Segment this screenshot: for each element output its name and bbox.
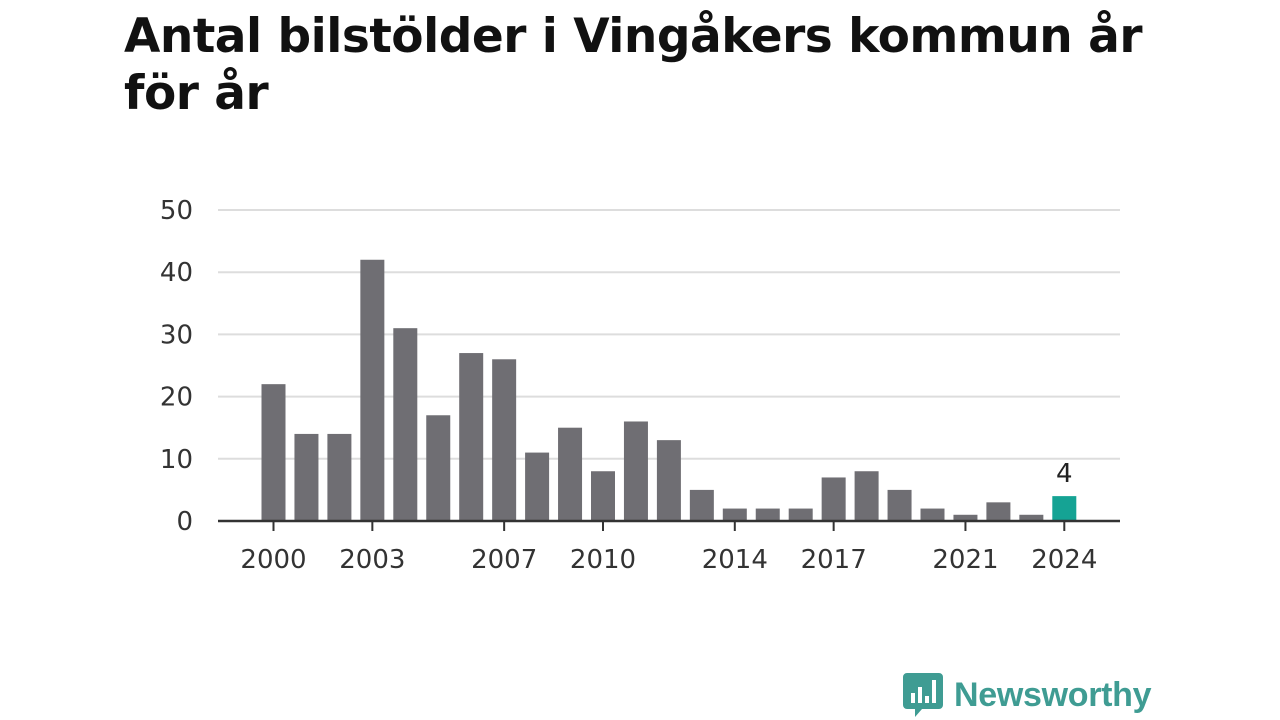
bar-2005 xyxy=(426,415,451,521)
data-labels: 4 xyxy=(1056,459,1073,489)
x-tick-label-2021: 2021 xyxy=(932,545,998,575)
y-tick-label-10: 10 xyxy=(160,445,193,475)
bar-2004 xyxy=(393,328,418,521)
x-tick-label-2017: 2017 xyxy=(801,545,867,575)
bar-2015 xyxy=(755,508,780,521)
x-tick-label-2000: 2000 xyxy=(240,545,306,575)
bar-2001 xyxy=(294,433,319,521)
bar-2013 xyxy=(689,489,714,521)
bar-2023 xyxy=(1019,514,1044,521)
bar-2019 xyxy=(887,489,912,521)
bar-2014 xyxy=(722,508,747,521)
bar-2017 xyxy=(821,477,846,521)
bar-2016 xyxy=(788,508,813,521)
y-tick-label-20: 20 xyxy=(160,383,193,413)
bar-2002 xyxy=(327,433,352,521)
y-tick-label-30: 30 xyxy=(160,320,193,350)
x-tick-label-2024: 2024 xyxy=(1031,545,1097,575)
y-axis-ticks: 0 10 20 30 40 50 xyxy=(160,196,193,537)
bar-2003 xyxy=(360,259,385,521)
bar-2010 xyxy=(591,471,615,521)
bar-2009 xyxy=(558,427,583,521)
bar-2018 xyxy=(854,471,879,521)
y-tick-label-50: 50 xyxy=(160,196,193,226)
bar-2000 xyxy=(261,384,286,521)
x-tick-label-2014: 2014 xyxy=(702,545,768,575)
bar-2008 xyxy=(525,452,550,521)
y-tick-label-40: 40 xyxy=(160,258,193,288)
bar-2006 xyxy=(459,353,484,521)
bar-2011 xyxy=(623,421,648,521)
chart-title: Antal bilstölder i Vingåkers kommun år f… xyxy=(124,9,1143,121)
x-axis-ticks: 2000 2003 2007 2010 2014 2017 2021 2024 xyxy=(240,521,1097,575)
brand-logo: Newsworthy xyxy=(902,670,1152,720)
chart-speech-bubble-icon xyxy=(903,673,943,717)
bar-2012 xyxy=(656,440,681,521)
y-tick-label-0: 0 xyxy=(176,507,193,537)
bar-2007 xyxy=(492,359,517,521)
data-label-2024: 4 xyxy=(1056,459,1073,489)
bar-2024 xyxy=(1052,496,1077,521)
bars xyxy=(261,259,1077,521)
bar-2022 xyxy=(986,502,1011,521)
bar-2021 xyxy=(953,514,978,521)
x-tick-label-2007: 2007 xyxy=(471,545,537,575)
brand-name: Newsworthy xyxy=(954,675,1152,714)
gridlines xyxy=(218,209,1120,460)
bar-2020 xyxy=(920,508,945,521)
x-tick-label-2010: 2010 xyxy=(570,545,636,575)
x-tick-label-2003: 2003 xyxy=(339,545,405,575)
